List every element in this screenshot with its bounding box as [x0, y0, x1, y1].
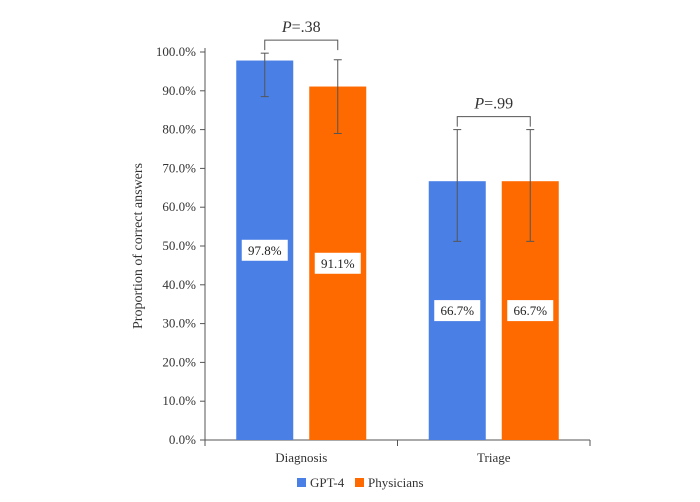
y-tick-label: 0.0%: [169, 432, 196, 447]
significance-bracket: [264, 39, 339, 51]
legend-label: Physicians: [368, 475, 424, 490]
y-axis-title: Proportion of correct answers: [131, 163, 146, 329]
p-value-annotation: P=.99: [473, 96, 513, 113]
data-label-box: [434, 300, 481, 322]
significance-bracket: [456, 116, 531, 127]
data-label: 91.1%: [321, 256, 355, 271]
y-tick-label: 20.0%: [162, 354, 196, 369]
data-label: 66.7%: [440, 303, 474, 318]
p-value-annotation: P=.38: [281, 19, 321, 36]
data-label: 66.7%: [513, 303, 547, 318]
y-tick-label: 10.0%: [162, 393, 196, 408]
y-tick-label: 100.0%: [156, 44, 196, 59]
data-label: 97.8%: [248, 243, 282, 258]
y-tick-label: 60.0%: [162, 199, 196, 214]
data-label-box: [241, 239, 288, 261]
legend-swatch: [355, 478, 364, 487]
labels: 97.8% 91.1% P=.38 66.7% 66.7% P=.99: [241, 19, 554, 322]
legend-label: GPT-4: [310, 475, 345, 490]
y-tick-label: 90.0%: [162, 83, 196, 98]
y-tick-label: 50.0%: [162, 238, 196, 253]
x-tick-label: Triage: [477, 450, 511, 465]
y-tick-label: 40.0%: [162, 277, 196, 292]
data-label-box: [314, 252, 361, 274]
axes: 0.0% 10.0% 20.0% 30.0% 40.0% 50.0% 60.0% 70.0% 8…: [131, 44, 591, 465]
legend-swatch: [297, 478, 306, 487]
y-tick-label: 80.0%: [162, 122, 196, 137]
legend: GPT-4 Physicians: [297, 475, 424, 490]
y-tick-label: 70.0%: [162, 160, 196, 175]
x-tick-label: Diagnosis: [275, 450, 327, 465]
y-tick-label: 30.0%: [162, 316, 196, 331]
data-label-box: [507, 300, 554, 322]
